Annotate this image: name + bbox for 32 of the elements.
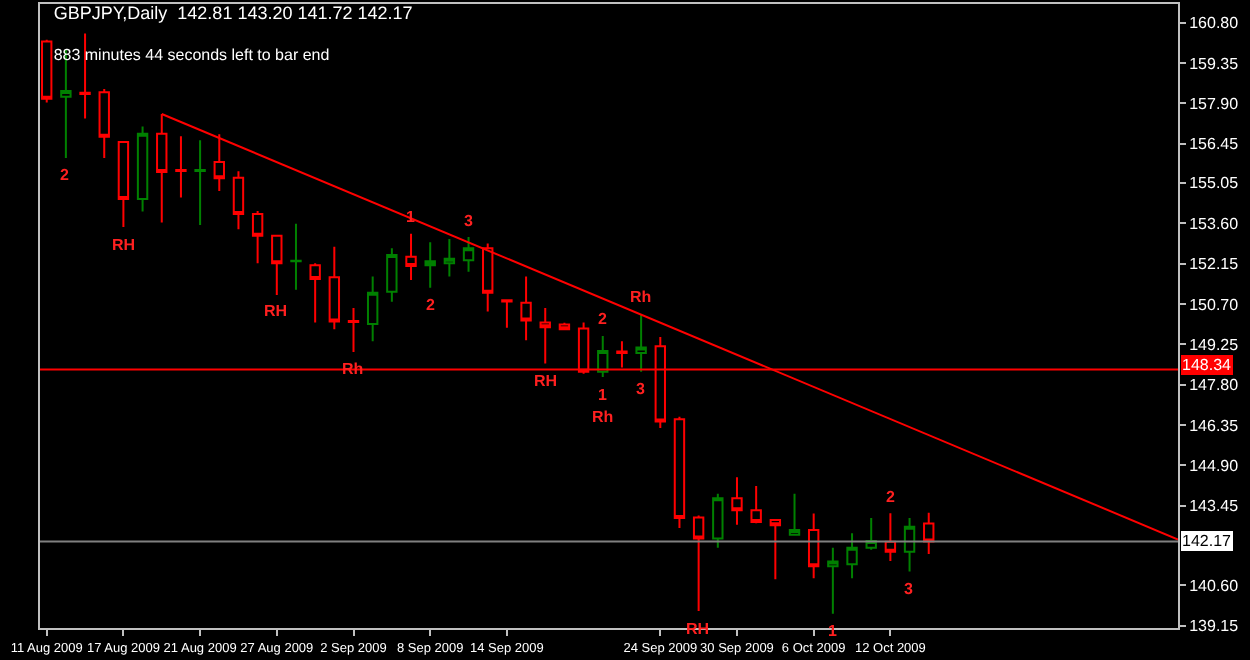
annotation: 2: [60, 166, 70, 184]
annotation: Rh: [630, 288, 652, 306]
annotation: Rh: [592, 408, 614, 426]
annotation: 2: [598, 310, 608, 328]
y-tick-label: 153.60: [1189, 214, 1240, 233]
y-tick-label: 149.25: [1189, 335, 1240, 354]
y-tick-label: 150.70: [1189, 295, 1240, 314]
y-tick-label: 156.45: [1189, 135, 1240, 154]
ref-line-label: 148.34: [1182, 356, 1233, 374]
y-tick-label: 152.15: [1189, 255, 1240, 274]
y-tick-label: 146.35: [1189, 416, 1240, 435]
y-tick-label: 159.35: [1189, 54, 1240, 73]
annotation: 1: [598, 386, 608, 404]
y-tick-label: 155.05: [1189, 174, 1240, 193]
annotation: RH: [264, 302, 288, 320]
y-tick-label: 144.90: [1189, 456, 1240, 475]
y-tick-label: 157.90: [1189, 95, 1240, 113]
y-tick-label: 143.45: [1189, 497, 1240, 516]
annotation: RH: [534, 372, 558, 390]
y-tick-label: 140.60: [1189, 576, 1240, 595]
y-tick-label: 139.15: [1189, 617, 1240, 636]
annotation: 2: [886, 488, 896, 506]
annotation: 3: [636, 380, 646, 398]
annotation: RH: [112, 236, 136, 254]
annotation: 2: [426, 296, 436, 314]
y-tick-label: 160.80: [1189, 14, 1240, 33]
ref-line-label: 142.17: [1182, 532, 1233, 550]
annotation: 3: [904, 580, 914, 598]
text: 883 minutes 44 seconds left to bar end: [53, 46, 330, 64]
chart-title: GBPJPY,Daily 142.81 143.20 141.72 142.17: [53, 3, 413, 24]
annotation: 3: [464, 212, 474, 230]
y-tick-label: 147.80: [1189, 376, 1240, 395]
